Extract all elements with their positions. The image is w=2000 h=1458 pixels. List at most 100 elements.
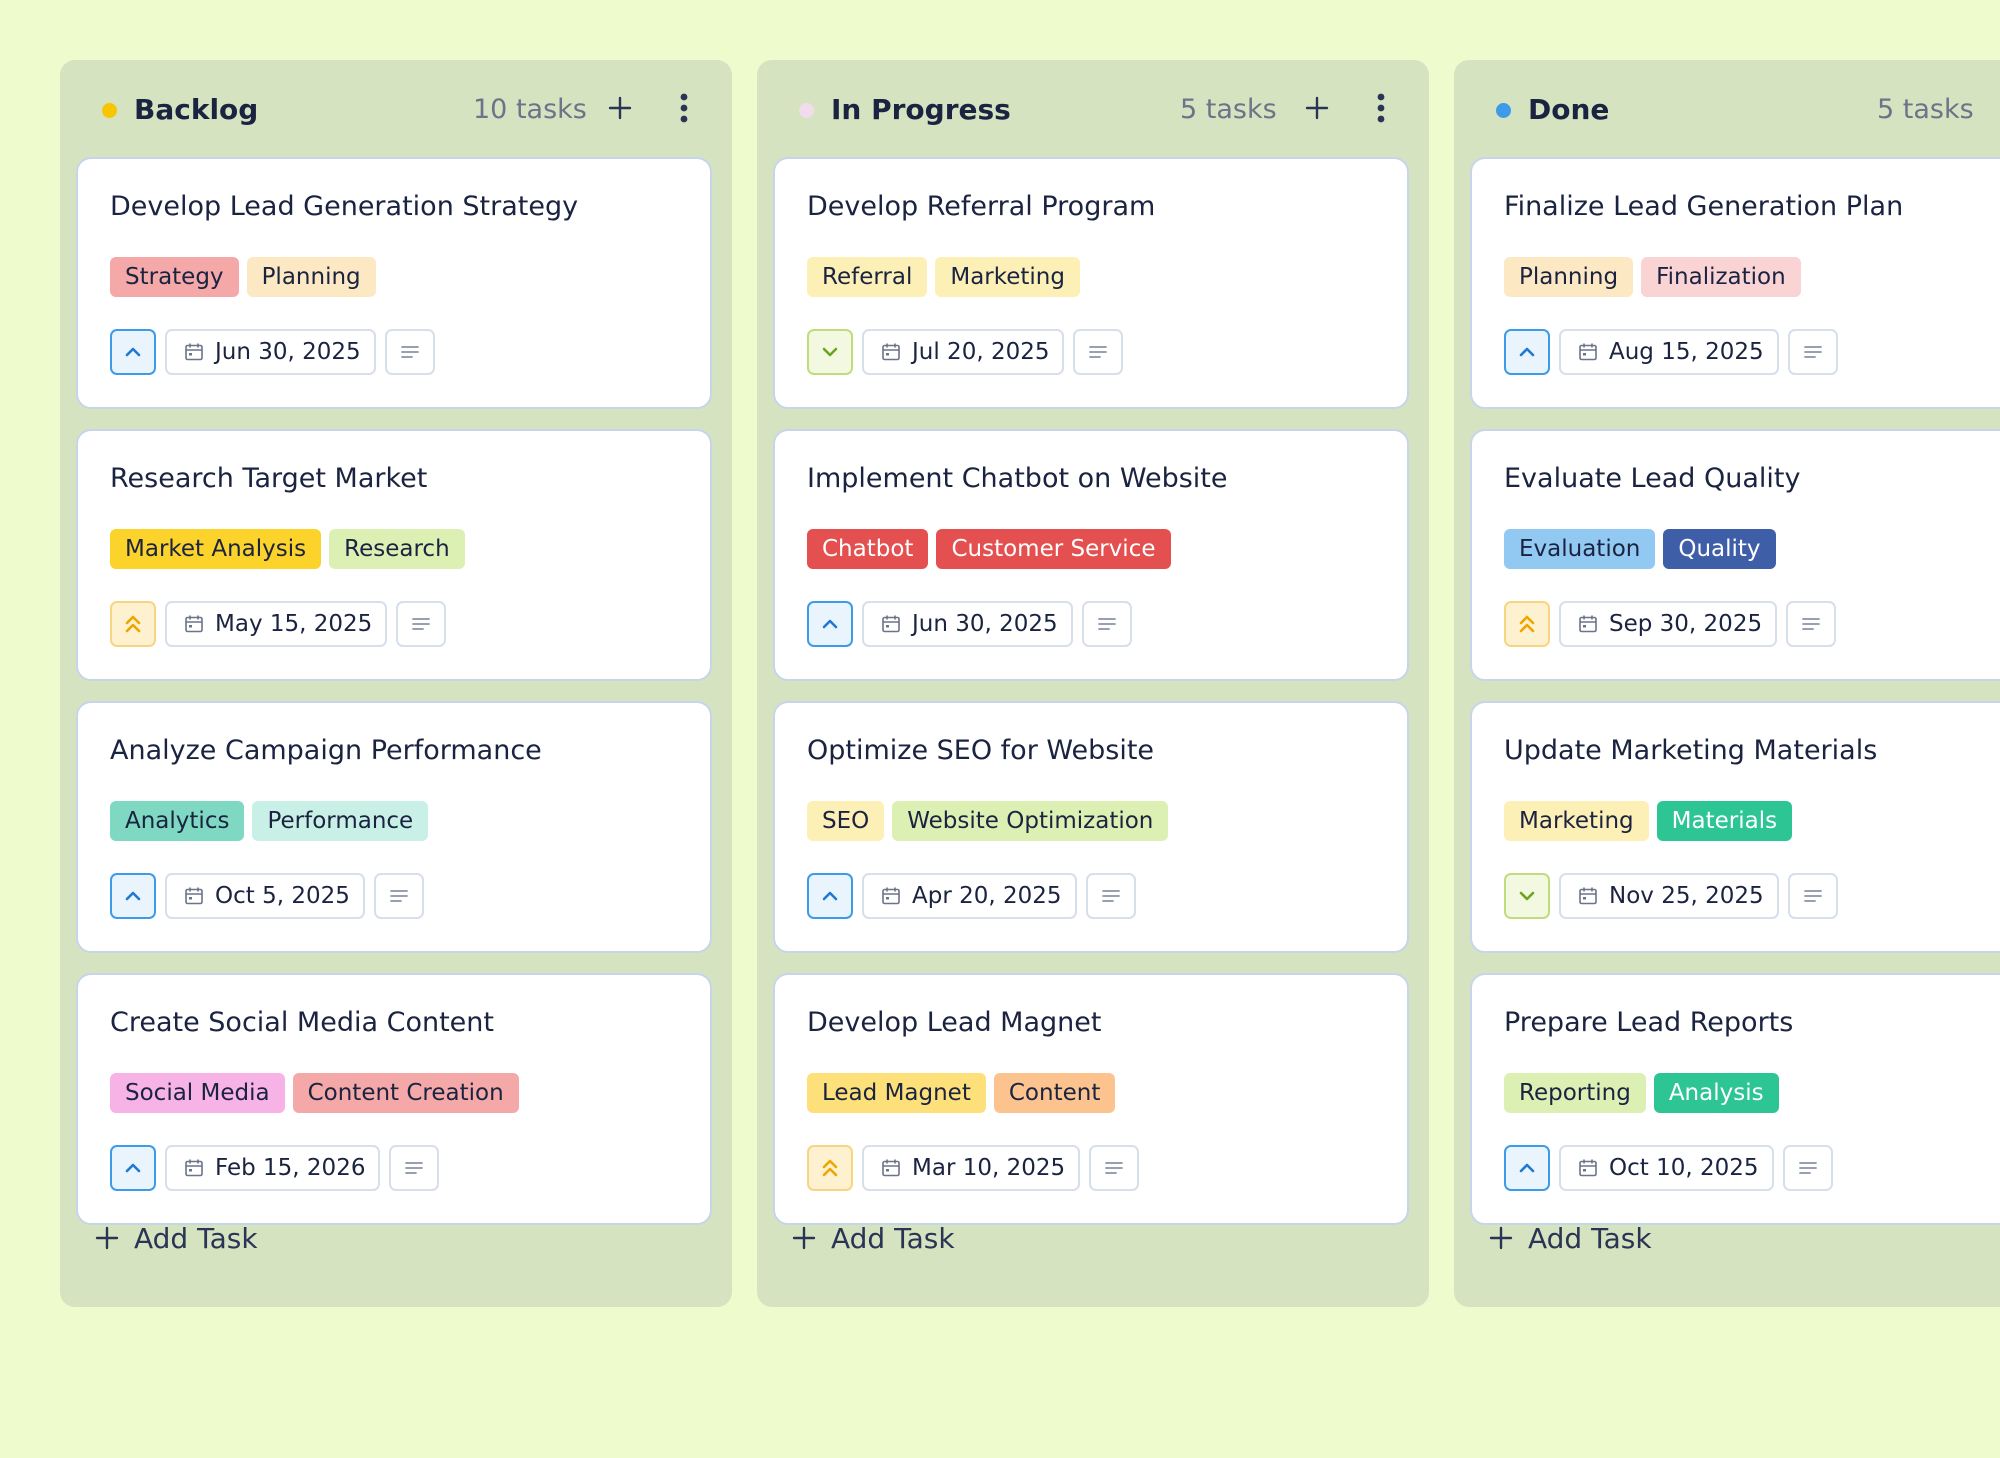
- due-date: Feb 15, 2026: [215, 1155, 366, 1181]
- due-date-button[interactable]: Nov 25, 2025: [1559, 873, 1779, 919]
- tag-list: Reporting Analysis: [1504, 1073, 1779, 1113]
- priority-button[interactable]: [1504, 601, 1550, 647]
- task-card[interactable]: Prepare Lead Reports Reporting Analysis Oct…: [1470, 973, 2000, 1225]
- tag: Referral: [807, 257, 928, 297]
- plus-icon: [607, 95, 633, 125]
- priority-button[interactable]: [807, 1145, 853, 1191]
- description-button[interactable]: [1782, 1145, 1833, 1191]
- task-card[interactable]: Optimize SEO for Website SEO Website Optim…: [773, 701, 1409, 953]
- tag-list: Market Analysis Research: [110, 529, 465, 569]
- column-backlog: Backlog 10 tasks Develop Lead Generation S…: [60, 60, 732, 1307]
- description-icon: [389, 888, 409, 904]
- due-date: Nov 25, 2025: [1609, 883, 1764, 909]
- calendar-icon: [1578, 614, 1598, 634]
- calendar-icon: [184, 1158, 204, 1178]
- description-button[interactable]: [389, 1145, 440, 1191]
- due-date-button[interactable]: Oct 10, 2025: [1559, 1145, 1774, 1191]
- due-date-button[interactable]: May 15, 2025: [165, 601, 388, 647]
- task-count: 5 tasks: [1180, 94, 1277, 125]
- tag: SEO: [807, 801, 885, 841]
- task-card[interactable]: Develop Lead Magnet Lead Magnet Content Mar…: [773, 973, 1409, 1225]
- calendar-icon: [1578, 886, 1598, 906]
- calendar-icon: [184, 614, 204, 634]
- task-card[interactable]: Evaluate Lead Quality Evaluation Quality Se…: [1470, 429, 2000, 681]
- calendar-icon: [184, 342, 204, 362]
- description-icon: [411, 616, 431, 632]
- task-card[interactable]: Implement Chatbot on Website Chatbot Custo…: [773, 429, 1409, 681]
- description-button[interactable]: [373, 873, 424, 919]
- due-date-button[interactable]: Aug 15, 2025: [1559, 329, 1779, 375]
- card-footer: Apr 20, 2025: [807, 873, 1136, 919]
- column-menu-button[interactable]: [666, 86, 702, 134]
- add-task-button[interactable]: Add Task: [791, 1216, 955, 1260]
- task-title: Implement Chatbot on Website: [807, 463, 1228, 494]
- tag-list: SEO Website Optimization: [807, 801, 1169, 841]
- priority-button[interactable]: [807, 873, 853, 919]
- tag: Planning: [246, 257, 376, 297]
- card-footer: Jun 30, 2025: [807, 601, 1132, 647]
- priority-high-icon: [124, 890, 142, 902]
- priority-high-icon: [821, 618, 839, 630]
- description-button[interactable]: [1085, 873, 1136, 919]
- priority-button[interactable]: [110, 873, 156, 919]
- priority-button[interactable]: [110, 329, 156, 375]
- description-icon: [1798, 1160, 1818, 1176]
- description-button[interactable]: [1081, 601, 1132, 647]
- due-date: May 15, 2025: [215, 611, 373, 637]
- description-button[interactable]: [1089, 1145, 1140, 1191]
- description-button[interactable]: [384, 329, 435, 375]
- task-count: 5 tasks: [1877, 94, 1974, 125]
- due-date: Apr 20, 2025: [912, 883, 1062, 909]
- priority-button[interactable]: [807, 329, 853, 375]
- task-card[interactable]: Develop Referral Program Referral Marketin…: [773, 157, 1409, 409]
- description-button[interactable]: [1787, 329, 1838, 375]
- due-date-button[interactable]: Sep 30, 2025: [1559, 601, 1778, 647]
- due-date: Mar 10, 2025: [912, 1155, 1066, 1181]
- priority-button[interactable]: [1504, 873, 1550, 919]
- description-button[interactable]: [1787, 873, 1838, 919]
- due-date-button[interactable]: Oct 5, 2025: [165, 873, 365, 919]
- add-task-button[interactable]: Add Task: [94, 1216, 258, 1260]
- calendar-icon: [1578, 1158, 1598, 1178]
- add-task-button[interactable]: Add Task: [1488, 1216, 1652, 1260]
- priority-button[interactable]: [110, 1145, 156, 1191]
- tag-list: Strategy Planning: [110, 257, 376, 297]
- task-card[interactable]: Create Social Media Content Social Media C…: [76, 973, 712, 1225]
- description-button[interactable]: [1786, 601, 1837, 647]
- priority-button[interactable]: [110, 601, 156, 647]
- due-date: Jul 20, 2025: [912, 339, 1050, 365]
- task-title: Finalize Lead Generation Plan: [1504, 191, 1904, 222]
- task-card[interactable]: Finalize Lead Generation Plan Planning Fin…: [1470, 157, 2000, 409]
- task-title: Develop Referral Program: [807, 191, 1156, 222]
- description-button[interactable]: [1073, 329, 1124, 375]
- card-footer: Sep 30, 2025: [1504, 601, 1837, 647]
- add-card-button[interactable]: [1990, 86, 2000, 134]
- add-card-button[interactable]: [596, 86, 644, 134]
- due-date-button[interactable]: Feb 15, 2026: [165, 1145, 381, 1191]
- more-vertical-icon: [1376, 92, 1386, 128]
- due-date-button[interactable]: Apr 20, 2025: [862, 873, 1077, 919]
- due-date-button[interactable]: Jul 20, 2025: [862, 329, 1065, 375]
- column-menu-button[interactable]: [1363, 86, 1399, 134]
- priority-high-icon: [1518, 346, 1536, 358]
- due-date-button[interactable]: Mar 10, 2025: [862, 1145, 1081, 1191]
- description-icon: [1088, 344, 1108, 360]
- tag: Website Optimization: [892, 801, 1169, 841]
- add-card-button[interactable]: [1293, 86, 1341, 134]
- priority-button[interactable]: [1504, 1145, 1550, 1191]
- description-button[interactable]: [396, 601, 447, 647]
- due-date-button[interactable]: Jun 30, 2025: [165, 329, 376, 375]
- priority-button[interactable]: [807, 601, 853, 647]
- description-icon: [404, 1160, 424, 1176]
- due-date: Oct 10, 2025: [1609, 1155, 1759, 1181]
- tag: Market Analysis: [110, 529, 322, 569]
- due-date-button[interactable]: Jun 30, 2025: [862, 601, 1073, 647]
- card-footer: Nov 25, 2025: [1504, 873, 1838, 919]
- task-card[interactable]: Analyze Campaign Performance Analytics Per…: [76, 701, 712, 953]
- priority-high-icon: [1518, 1162, 1536, 1174]
- priority-button[interactable]: [1504, 329, 1550, 375]
- task-card[interactable]: Research Target Market Market Analysis Res…: [76, 429, 712, 681]
- task-card[interactable]: Update Marketing Materials Marketing Mater…: [1470, 701, 2000, 953]
- card-footer: Oct 5, 2025: [110, 873, 424, 919]
- task-card[interactable]: Develop Lead Generation Strategy Strategy…: [76, 157, 712, 409]
